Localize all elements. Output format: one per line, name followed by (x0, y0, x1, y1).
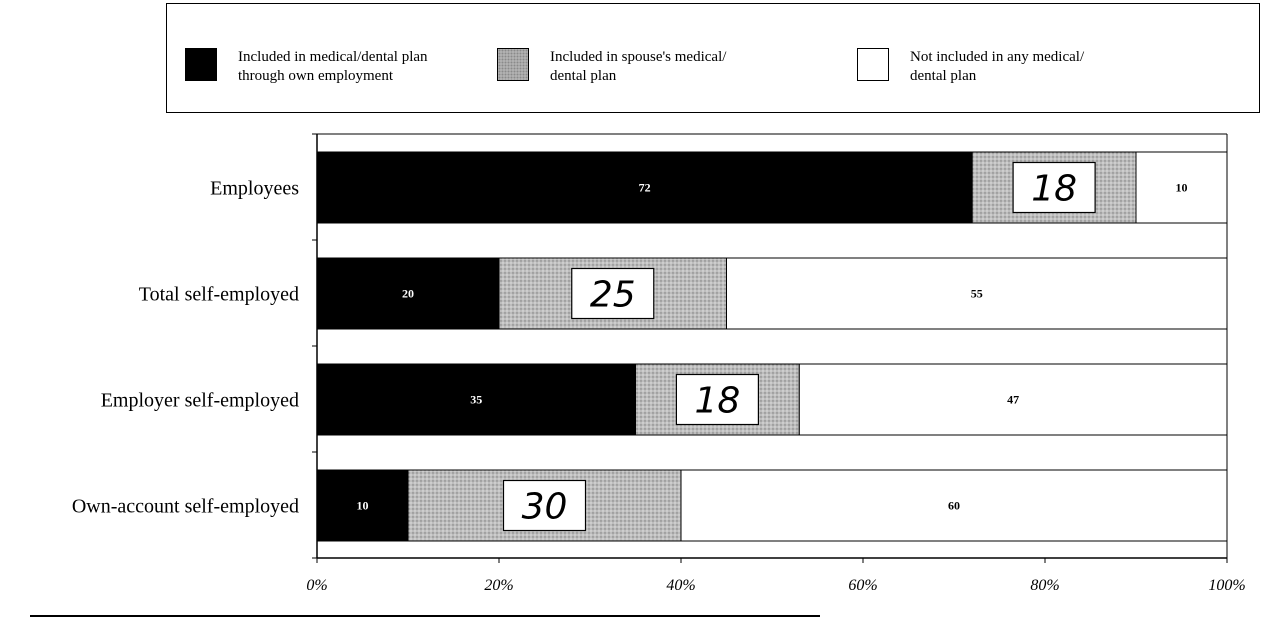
chart-legend: Included in medical/dental plan through … (166, 3, 1260, 113)
data-label-box (675, 373, 760, 426)
data-label: 72 (639, 181, 651, 195)
legend-item-own-employment: Included in medical/dental plan through … (185, 48, 428, 86)
data-label: 60 (948, 499, 960, 513)
bar-segment (316, 257, 500, 330)
data-label: 25 (590, 275, 636, 316)
category-label: Total self-employed (139, 284, 299, 306)
data-label: 10 (357, 499, 369, 513)
data-label-box (571, 267, 655, 320)
stacked-bar-chart: 0% 20% 40% 60% 80% 100% Employees 72 18 10 Total s… (72, 133, 1246, 594)
bar-segment (798, 363, 1228, 436)
data-label: 35 (470, 393, 482, 407)
data-label: 18 (1031, 169, 1077, 210)
bar-segment (316, 151, 973, 224)
data-label: 18 (694, 381, 740, 422)
x-tick-label: 60% (848, 577, 877, 594)
category-label: Own-account self-employed (72, 496, 299, 518)
legend-swatch-white (857, 48, 889, 81)
data-label: 20 (402, 287, 414, 301)
data-label-box (502, 479, 587, 532)
data-label: 55 (971, 287, 983, 301)
x-tick-label: 80% (1030, 577, 1059, 594)
legend-swatch-gray (497, 48, 529, 81)
data-label-box (1012, 161, 1096, 214)
data-label: 10 (1176, 181, 1188, 195)
x-tick-label: 40% (666, 577, 695, 594)
legend-label-not-included: Not included in any medical/ dental plan (910, 49, 1085, 84)
legend-item-not-included: Not included in any medical/ dental plan (857, 48, 1084, 86)
x-tick-label: 20% (484, 577, 513, 594)
x-tick-label: 100% (1208, 577, 1245, 594)
bar-segment (726, 257, 1228, 330)
footnote-rule (30, 615, 820, 617)
category-label: Employees (210, 178, 299, 200)
legend-label-spouse-plan: Included in spouse's medical/ dental pla… (550, 49, 727, 84)
legend-swatch-black (185, 48, 217, 81)
legend-item-spouse-plan: Included in spouse's medical/ dental pla… (497, 48, 726, 86)
bar-segment (1135, 151, 1228, 224)
bar-segment (316, 363, 636, 436)
legend-label-own-employment: Included in medical/dental plan through … (238, 49, 428, 84)
bar-segment (680, 469, 1228, 542)
category-label: Employer self-employed (101, 390, 299, 412)
data-label: 30 (522, 487, 568, 528)
bar-segment (316, 469, 409, 542)
x-tick-label: 0% (306, 577, 327, 594)
data-label: 47 (1007, 393, 1019, 407)
